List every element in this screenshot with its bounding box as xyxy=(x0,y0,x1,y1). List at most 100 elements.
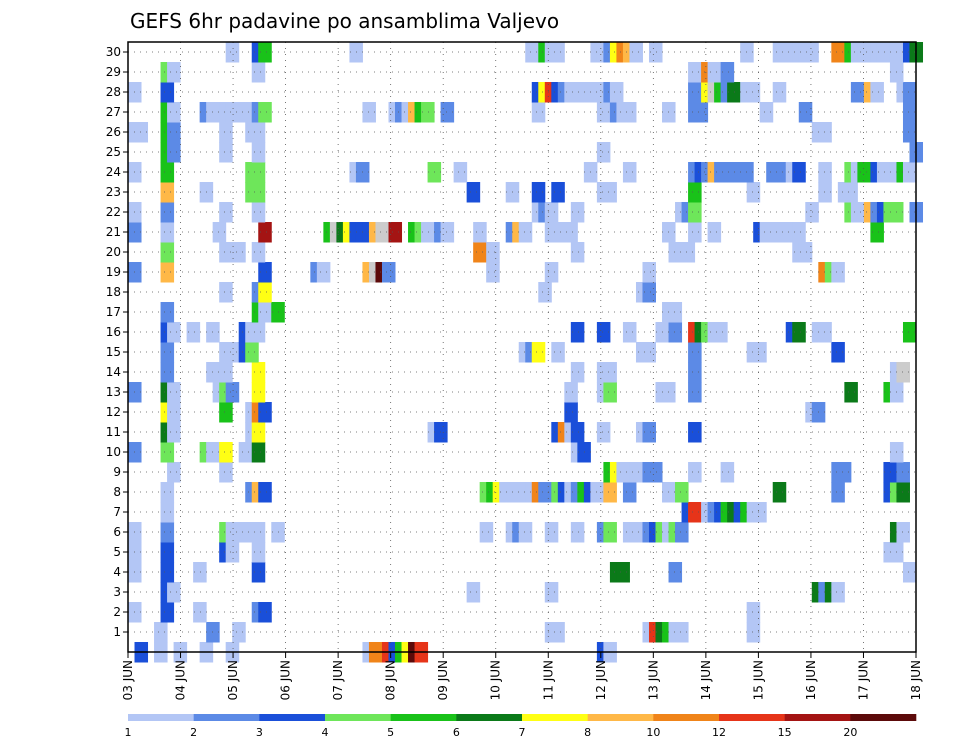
heatmap-cell xyxy=(564,402,578,423)
y-tick-label: 20 xyxy=(106,245,121,259)
y-tick-label: 13 xyxy=(106,385,121,399)
heatmap-cell xyxy=(486,262,500,283)
legend-swatch xyxy=(653,714,720,721)
heatmap-cell xyxy=(160,82,175,103)
y-tick-label: 8 xyxy=(113,485,121,499)
heatmap-cell xyxy=(160,342,175,363)
heatmap-cell xyxy=(902,162,917,183)
heatmap-cell xyxy=(251,322,266,343)
heatmap-cell xyxy=(902,82,917,103)
heatmap-cell xyxy=(167,102,181,123)
heatmap-cell xyxy=(316,262,331,283)
y-tick-label: 30 xyxy=(106,45,121,59)
legend-label: 5 xyxy=(387,726,394,739)
heatmap-cell xyxy=(245,342,259,363)
heatmap-cell xyxy=(134,122,149,143)
heatmap-cell xyxy=(675,482,689,503)
heatmap-cell xyxy=(603,182,617,203)
heatmap-cell xyxy=(629,42,643,63)
heatmap-cell xyxy=(167,402,181,423)
heatmap-cell xyxy=(603,362,617,383)
heatmap-cell xyxy=(381,262,396,283)
heatmap-cell xyxy=(870,82,884,103)
heatmap-cell xyxy=(688,422,702,443)
heatmap-cell xyxy=(688,362,702,383)
heatmap-cell xyxy=(544,582,559,603)
heatmap-cell xyxy=(648,462,663,483)
heatmap-cell xyxy=(160,222,175,243)
heatmap-cell xyxy=(251,422,266,443)
y-tick-label: 25 xyxy=(106,145,121,159)
heatmap-cell xyxy=(167,142,181,163)
heatmap-cell xyxy=(714,322,728,343)
heatmap-cell xyxy=(746,82,761,103)
x-tick-label: 03 JUN xyxy=(121,660,135,700)
heatmap-cell xyxy=(160,302,175,323)
heatmap-cell xyxy=(902,562,917,583)
y-tick-label: 15 xyxy=(106,345,121,359)
heatmap-cell xyxy=(622,102,637,123)
heatmap-cell xyxy=(193,562,207,583)
heatmap-cell xyxy=(251,442,266,463)
heatmap-cell xyxy=(538,482,552,503)
heatmap-cell xyxy=(642,282,656,303)
legend-swatch xyxy=(390,714,457,721)
heatmap-cell xyxy=(564,222,578,243)
y-tick-label: 9 xyxy=(113,465,121,479)
heatmap-cell xyxy=(251,62,266,83)
heatmap-cell xyxy=(902,122,917,143)
heatmap-cell xyxy=(160,442,175,463)
heatmap-cell xyxy=(362,102,376,123)
heatmap-cell xyxy=(167,462,181,483)
y-tick-label: 4 xyxy=(113,565,121,579)
heatmap-cell xyxy=(792,162,806,183)
heatmap-cell xyxy=(772,222,787,243)
heatmap-cell xyxy=(258,482,272,503)
heatmap-cell xyxy=(466,182,481,203)
legend-swatch xyxy=(587,714,654,721)
heatmap-cell xyxy=(238,102,253,123)
heatmap-cell xyxy=(648,42,663,63)
heatmap-cell xyxy=(251,182,266,203)
y-tick-label: 21 xyxy=(106,225,121,239)
heatmap-cell xyxy=(844,182,858,203)
y-tick-label: 2 xyxy=(113,605,121,619)
legend-label: 20 xyxy=(843,726,857,739)
x-tick-label: 17 JUN xyxy=(856,660,870,700)
heatmap-cell xyxy=(219,402,233,423)
heatmap-cell xyxy=(258,102,272,123)
heatmap-cell xyxy=(531,182,546,203)
x-tick-label: 04 JUN xyxy=(174,660,188,700)
heatmap-cell xyxy=(688,62,702,83)
legend-label: 6 xyxy=(453,726,460,739)
heatmap-cell xyxy=(603,522,617,543)
heatmap-cell xyxy=(831,582,845,603)
legend-label: 12 xyxy=(712,726,726,739)
heatmap-cell xyxy=(622,162,637,183)
heatmap-cell xyxy=(720,462,735,483)
legend-label: 1 xyxy=(125,726,132,739)
heatmap-cell xyxy=(160,202,175,223)
heatmap-cell xyxy=(167,422,181,443)
heatmap-cell xyxy=(831,342,845,363)
x-axis: 03 JUN 04 JUN 05 JUN 06 JUN 07 JUN 08 JUN 09 J… xyxy=(121,652,923,700)
y-tick-label: 17 xyxy=(106,305,121,319)
heatmap-cell xyxy=(831,262,845,283)
heatmap-cell xyxy=(186,322,201,343)
heatmap-cell xyxy=(818,322,832,343)
heatmap-cell xyxy=(642,422,656,443)
heatmap-cell xyxy=(688,342,702,363)
heatmap-cell xyxy=(564,382,578,403)
heatmap-cell xyxy=(160,182,175,203)
heatmap-cell xyxy=(258,402,272,423)
heatmap-cell xyxy=(219,342,233,363)
heatmap-cell xyxy=(258,42,272,63)
y-tick-label: 5 xyxy=(113,545,121,559)
heatmap-cell xyxy=(251,542,266,563)
heatmap-cell xyxy=(160,562,175,583)
heatmap-cell xyxy=(167,62,181,83)
heatmap-cell xyxy=(792,322,806,343)
heatmap-cell xyxy=(258,262,272,283)
heatmap-cell xyxy=(570,242,585,263)
